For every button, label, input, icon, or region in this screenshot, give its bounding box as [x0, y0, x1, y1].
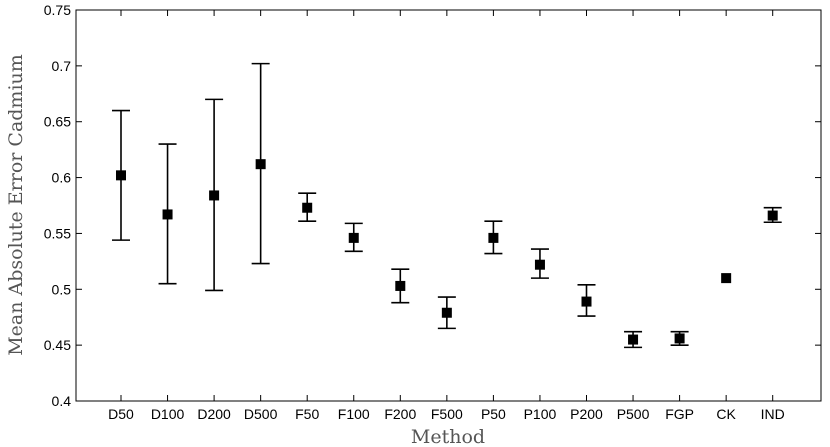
y-tick-label: 0.4 [52, 393, 72, 409]
x-tick-label: P50 [481, 406, 506, 422]
y-axis: 0.4 0.45 0.5 0.55 0.6 0.65 0.7 0.75 [44, 2, 821, 409]
x-tick-label: CK [716, 406, 736, 422]
data-point [302, 202, 313, 213]
x-tick-label: D50 [108, 406, 134, 422]
data-point [255, 159, 266, 170]
x-tick-label: IND [761, 406, 785, 422]
y-tick-label: 0.55 [44, 225, 71, 241]
y-tick-label: 0.6 [52, 170, 72, 186]
data-point [534, 259, 545, 270]
x-tick-label: D500 [244, 406, 278, 422]
x-tick-label: F50 [295, 406, 319, 422]
x-tick-label: P500 [617, 406, 650, 422]
plot-area [75, 9, 822, 402]
data-point [395, 280, 406, 291]
y-tick-label: 0.65 [44, 114, 71, 130]
data-point [209, 190, 220, 201]
x-axis-title: Method [411, 426, 485, 447]
data-point [628, 334, 639, 345]
data-point [767, 210, 778, 221]
data-point [674, 333, 685, 344]
x-tick-label: F100 [338, 406, 370, 422]
data-point [162, 209, 173, 220]
y-axis-title: Mean Absolute Error Cadmium [5, 54, 27, 356]
y-tick-label: 0.75 [44, 2, 71, 18]
x-tick-label: D100 [151, 406, 185, 422]
data-point [488, 232, 499, 243]
data-series [112, 62, 782, 349]
data-point [721, 273, 732, 284]
y-tick-label: 0.5 [52, 281, 72, 297]
y-tick-label: 0.7 [52, 58, 72, 74]
data-point [581, 296, 592, 307]
x-tick-label: P100 [524, 406, 557, 422]
x-tick-label: F500 [431, 406, 463, 422]
x-tick-label: FGP [665, 406, 694, 422]
x-tick-label: P200 [570, 406, 603, 422]
data-point [441, 307, 452, 318]
data-point [116, 170, 126, 181]
x-tick-label: F200 [384, 406, 416, 422]
y-tick-label: 0.45 [44, 337, 71, 353]
data-point [348, 232, 359, 243]
x-tick-label: D200 [197, 406, 231, 422]
x-axis: D50 D100 D200 D500 F50 F100 F200 F500 P50 P100 P20… [108, 10, 785, 422]
